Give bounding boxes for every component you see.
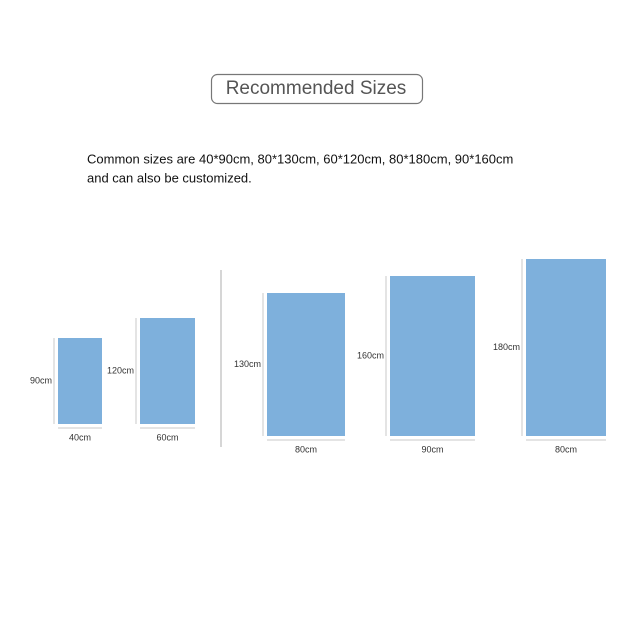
height-label: 120cm bbox=[107, 365, 134, 375]
title-box bbox=[210, 73, 424, 105]
size-rect bbox=[58, 338, 102, 424]
height-label: 180cm bbox=[493, 342, 520, 352]
height-label: 90cm bbox=[30, 375, 52, 385]
size-rect bbox=[267, 293, 345, 436]
width-label: 80cm bbox=[555, 444, 577, 454]
height-label: 160cm bbox=[357, 350, 384, 360]
size-rect bbox=[140, 318, 195, 424]
width-label: 60cm bbox=[156, 432, 178, 442]
title: Recommended Sizes bbox=[226, 78, 407, 99]
width-label: 90cm bbox=[421, 444, 443, 454]
description-line: and can also be customized. bbox=[87, 170, 252, 185]
size-rect bbox=[390, 276, 475, 436]
height-label: 130cm bbox=[234, 359, 261, 369]
size-rect bbox=[526, 259, 606, 436]
description-line: Common sizes are 40*90cm, 80*130cm, 60*1… bbox=[87, 151, 513, 166]
items: 90cm 40cm 120cm 60cm 130cm 80cm 160cm 90cm 180cm… bbox=[30, 259, 606, 454]
width-label: 80cm bbox=[295, 444, 317, 454]
width-label: 40cm bbox=[69, 432, 91, 442]
